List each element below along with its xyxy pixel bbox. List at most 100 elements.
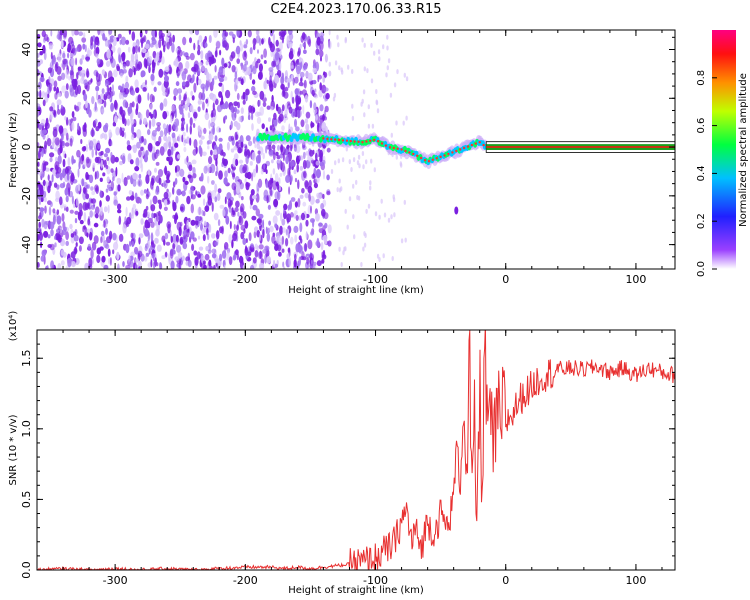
noise-blob [86,144,88,152]
noise-blob [116,178,121,185]
noise-blob [315,199,319,204]
y-tick-label: 0.0 [20,561,33,579]
noise-blob [80,58,83,65]
noise-blob [229,256,233,265]
ridge-peak [471,144,473,146]
noise-blob [160,102,164,111]
noise-blob [146,109,150,118]
noise-blob [300,72,305,78]
noise-blob [213,76,217,80]
noise-blob [273,215,278,224]
noise-blob [82,146,86,151]
noise-blob [38,150,41,160]
noise-blob [352,116,354,121]
noise-blob [273,199,278,208]
ridge-peak [377,140,379,142]
noise-blob [208,120,210,129]
noise-blob [219,205,224,209]
noise-blob [122,261,125,267]
ridge-peak [428,160,430,162]
noise-blob [258,151,261,155]
noise-blob [182,37,186,46]
noise-blob [326,191,330,195]
ridge-peak [424,159,426,161]
noise-blob [192,74,195,82]
noise-blob [378,215,380,220]
noise-blob [54,183,57,188]
noise-blob [90,249,93,259]
noise-blob [66,83,69,90]
noise-blob [266,227,268,234]
noise-blob [156,175,161,183]
noise-blob [372,124,374,129]
noise-blob [314,94,318,98]
noise-blob [240,208,244,216]
noise-blob [272,145,276,150]
y-tick-label: 40 [20,43,33,57]
noise-blob [73,231,76,235]
spectrogram-panel: -300 -200 -100 0 100 -40-2002040 Height of s… [8,26,675,297]
noise-blob [144,120,147,125]
noise-blob [235,201,240,208]
noise-blob [298,244,302,252]
ridge-peak [451,151,453,153]
noise-blob [323,250,325,258]
noise-blob [338,158,340,163]
noise-blob [49,77,52,83]
noise-blob [317,238,320,248]
noise-blob [172,200,174,208]
noise-blob [137,64,141,71]
noise-blob [231,111,233,118]
noise-blob [67,53,69,59]
noise-blob [377,254,379,259]
snr-x-label: Height of straight line (km) [288,585,424,596]
noise-blob [297,180,299,190]
noise-blob [123,100,128,108]
noise-blob [200,185,205,194]
noise-blob [147,93,149,101]
noise-blob [60,183,65,188]
noise-blob [241,257,243,265]
noise-blob [163,98,167,107]
noise-blob [83,93,87,101]
noise-blob [315,213,320,222]
x-tick-label: 100 [625,273,646,286]
noise-blob [57,53,61,62]
noise-blob [317,194,321,200]
noise-blob [229,31,234,35]
noise-blob [91,127,94,137]
noise-blob [112,84,114,92]
noise-blob [211,249,216,254]
noise-blob [189,37,192,43]
noise-blob [275,173,279,182]
noise-blob [145,59,147,69]
noise-blob [303,65,308,70]
noise-blob [334,160,336,165]
noise-blob [369,180,371,185]
noise-blob [231,136,234,141]
noise-blob [401,238,403,243]
noise-blob [266,181,268,188]
noise-blob [292,97,295,104]
noise-blob [62,53,65,59]
noise-blob [75,218,77,223]
noise-blob [52,141,55,148]
noise-blob [236,185,240,194]
noise-blob [241,142,244,148]
noise-blob [148,66,151,74]
noise-blob [61,260,65,266]
noise-blob [83,32,85,38]
noise-blob [299,222,302,232]
noise-blob [175,178,178,185]
noise-blob [318,223,323,227]
noise-blob [101,108,104,113]
noise-blob [215,50,218,57]
noise-blob [288,257,291,267]
noise-blob [258,100,261,107]
noise-blob [244,220,248,228]
noise-blob [280,159,282,169]
noise-blob [199,145,202,154]
noise-blob [221,226,224,235]
noise-blob [268,67,273,72]
noise-blob [57,93,61,97]
